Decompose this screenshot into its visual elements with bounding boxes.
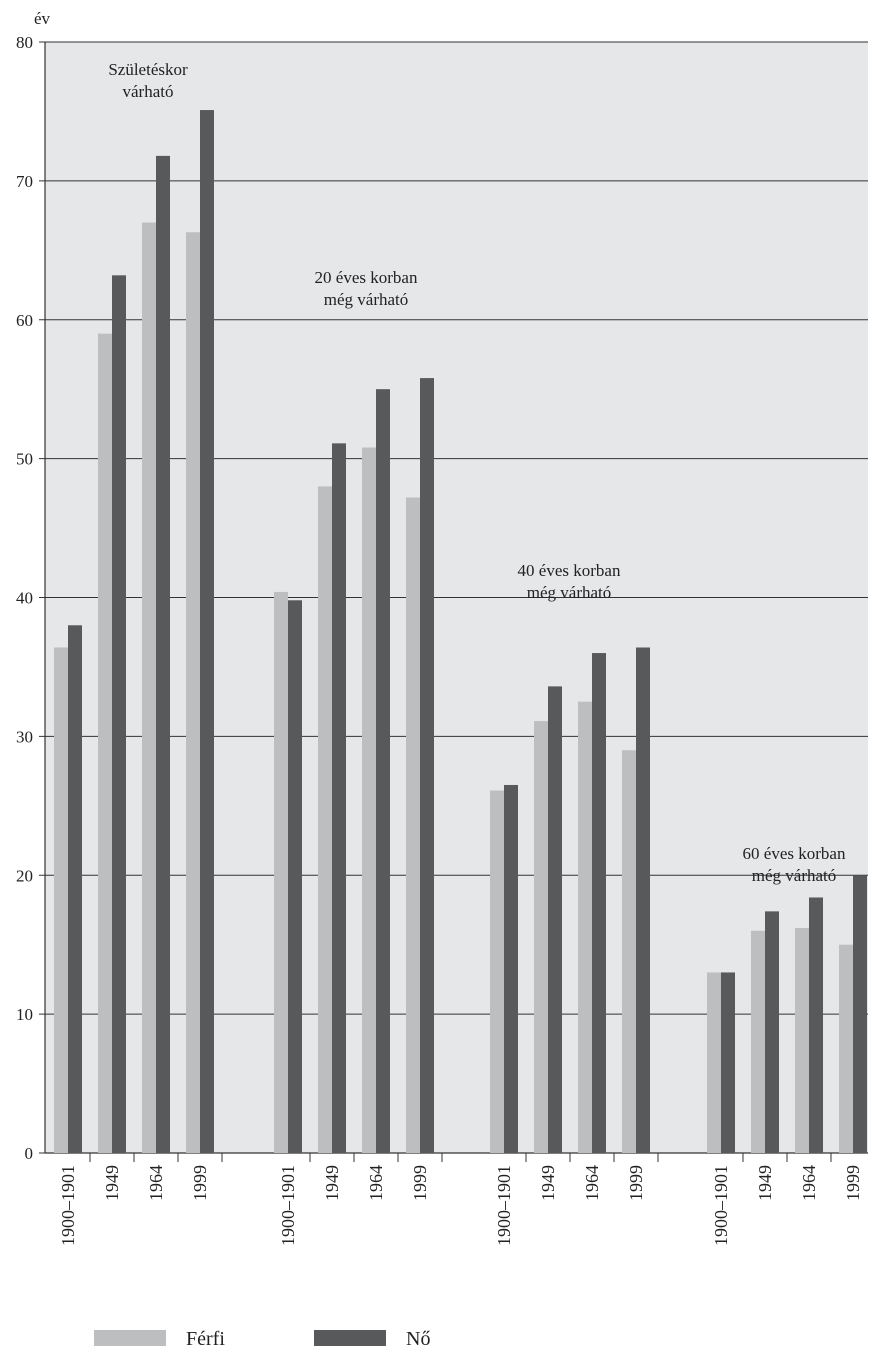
bar-no-g4-3 [809,897,823,1153]
x-tick-label: 1900–1901 [58,1165,78,1246]
bar-ferfi-g2-3 [362,447,376,1153]
legend-label-ferfi: Férfi [186,1328,225,1350]
y-tick-label: 70 [16,172,33,191]
x-tick-label: 1964 [366,1165,386,1201]
bar-ferfi-g3-1 [490,790,504,1153]
bar-ferfi-g4-3 [795,928,809,1153]
y-tick-label: 40 [16,589,33,608]
y-tick-label: 50 [16,450,33,469]
bar-ferfi-g1-4 [186,232,200,1154]
x-tick-label: 1949 [322,1165,342,1201]
bar-ferfi-g4-2 [751,930,765,1153]
bar-ferfi-g4-4 [839,944,853,1153]
group-annotation-4: még várható [752,866,837,885]
bar-no-g3-1 [504,784,518,1153]
bar-no-g4-2 [765,911,779,1153]
x-tick-label: 1999 [843,1165,863,1201]
bar-ferfi-g1-3 [142,222,156,1154]
bar-no-g1-3 [156,155,170,1153]
bar-no-g1-2 [112,275,126,1153]
y-tick-label: 0 [25,1144,34,1163]
bar-ferfi-g3-3 [578,701,592,1153]
bar-ferfi-g1-1 [54,647,68,1153]
bar-no-g4-1 [721,972,735,1153]
bar-no-g4-4 [853,875,867,1153]
bar-ferfi-g3-2 [534,721,548,1153]
group-annotation-1: Születéskor [108,60,188,79]
x-tick-label: 1999 [410,1165,430,1201]
bar-no-g2-2 [332,443,346,1153]
x-tick-label: 1964 [582,1165,602,1201]
x-tick-label: 1999 [190,1165,210,1201]
x-tick-label: 1900–1901 [278,1165,298,1246]
group-annotation-4: 60 éves korban [743,844,846,863]
bar-ferfi-g1-2 [98,333,112,1153]
bar-ferfi-g4-1 [707,972,721,1153]
bar-no-g3-3 [592,653,606,1153]
bar-no-g2-3 [376,389,390,1153]
bar-ferfi-g2-1 [274,591,288,1153]
x-tick-label: 1900–1901 [494,1165,514,1246]
x-tick-label: 1949 [755,1165,775,1201]
y-axis-label: év [34,9,51,28]
x-tick-label: 1949 [102,1165,122,1201]
y-tick-label: 30 [16,727,33,746]
x-tick-label: 1949 [538,1165,558,1201]
y-tick-label: 20 [16,866,33,885]
bar-no-g2-4 [420,378,434,1153]
y-tick-label: 10 [16,1005,33,1024]
x-tick-label: 1999 [626,1165,646,1201]
bar-no-g1-4 [200,110,214,1154]
group-annotation-3: még várható [527,583,612,602]
x-tick-label: 1964 [146,1165,166,1201]
bar-no-g3-4 [636,647,650,1153]
legend-swatch-no [314,1330,386,1346]
bar-no-g3-2 [548,686,562,1153]
group-annotation-2: még várható [324,290,409,309]
x-tick-label: 1964 [799,1165,819,1201]
y-tick-label: 60 [16,311,33,330]
group-annotation-3: 40 éves korban [518,561,621,580]
bar-no-g1-1 [68,625,82,1153]
bar-ferfi-g2-2 [318,486,332,1153]
bar-ferfi-g3-4 [622,750,636,1153]
bar-ferfi-g2-4 [406,497,420,1153]
group-annotation-2: 20 éves korban [315,268,418,287]
legend-label-no: Nő [406,1328,430,1350]
x-tick-label: 1900–1901 [711,1165,731,1246]
group-annotation-1: várható [123,82,174,101]
bar-no-g2-1 [288,600,302,1153]
y-tick-label: 80 [16,33,33,52]
legend-swatch-ferfi [94,1330,166,1346]
